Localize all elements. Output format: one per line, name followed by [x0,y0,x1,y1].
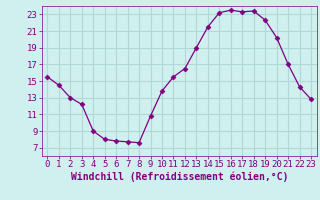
X-axis label: Windchill (Refroidissement éolien,°C): Windchill (Refroidissement éolien,°C) [70,172,288,182]
